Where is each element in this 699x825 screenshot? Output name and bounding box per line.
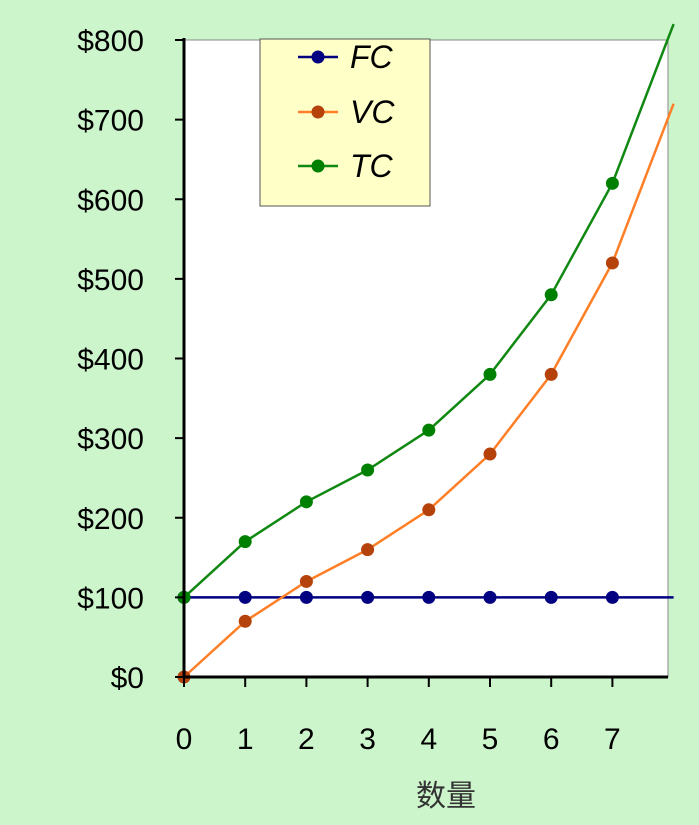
y-tick-label: $700 (77, 105, 144, 138)
legend-marker-vc (311, 105, 325, 119)
data-point-vc (483, 447, 497, 461)
x-tick-label: 4 (420, 723, 437, 756)
x-tick-label: 6 (543, 723, 560, 756)
x-tick-label: 5 (482, 723, 499, 756)
y-tick-label: $300 (77, 423, 144, 456)
legend-label-vc: VC (350, 94, 395, 130)
data-point-vc (544, 367, 558, 381)
data-point-fc (544, 590, 558, 604)
y-tick-label: $200 (77, 503, 144, 536)
x-axis-title: 数量 (416, 779, 476, 814)
data-point-tc (605, 176, 619, 190)
y-tick-label: $400 (77, 344, 144, 377)
x-tick-label: 1 (237, 723, 254, 756)
data-point-fc (483, 590, 497, 604)
data-point-vc (299, 574, 313, 588)
legend-label-tc: TC (350, 148, 394, 184)
data-point-tc (483, 367, 497, 381)
legend-box (259, 38, 431, 207)
legend-marker-fc (311, 50, 325, 64)
x-tick-label: 2 (298, 723, 315, 756)
series-tc (177, 23, 675, 604)
series-fc (177, 590, 674, 604)
y-tick-label: $500 (77, 264, 144, 297)
data-point-vc (238, 614, 252, 628)
data-point-vc (422, 503, 436, 517)
x-tick-label: 7 (604, 723, 621, 756)
data-point-fc (422, 590, 436, 604)
x-tick-label: 0 (176, 723, 193, 756)
data-point-fc (299, 590, 313, 604)
y-tick-label: $0 (111, 662, 144, 695)
data-point-vc (361, 543, 375, 557)
series-layer (177, 23, 675, 684)
data-point-tc (422, 423, 436, 437)
data-point-tc (544, 288, 558, 302)
legend: FC VC TC (259, 38, 431, 207)
y-tick-label: $800 (77, 25, 144, 58)
data-point-fc (238, 590, 252, 604)
legend-label-fc: FC (350, 39, 394, 75)
legend-marker-tc (311, 159, 325, 173)
x-tick-label: 3 (359, 723, 376, 756)
data-point-fc (605, 590, 619, 604)
data-point-vc (605, 256, 619, 270)
data-point-fc (361, 590, 375, 604)
series-vc (177, 103, 675, 684)
data-point-tc (238, 535, 252, 549)
y-tick-label: $100 (77, 582, 144, 615)
axes-layer: $0 $100 $200 $300 $400 $500 $600 $700 $800 0 1 2 3 4 5… (77, 25, 668, 756)
data-point-tc (299, 495, 313, 509)
y-tick-label: $600 (77, 184, 144, 217)
data-point-tc (361, 463, 375, 477)
